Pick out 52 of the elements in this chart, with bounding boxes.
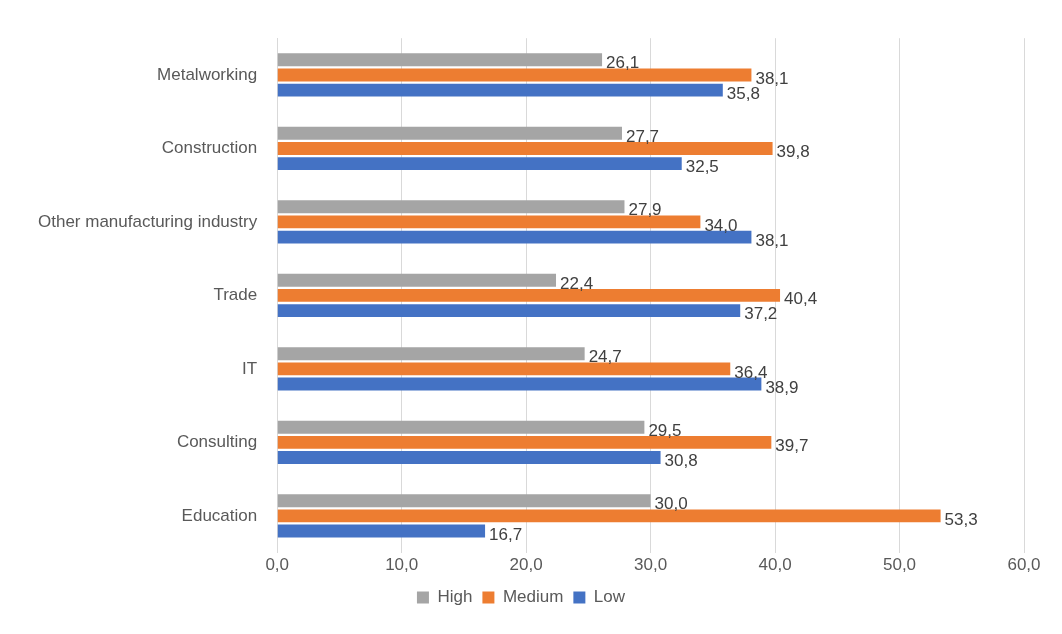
data-label: 27,9	[628, 200, 662, 220]
data-label: 36,4	[734, 362, 768, 382]
data-label: 22,4	[560, 273, 594, 293]
data-label: 30,8	[664, 451, 698, 471]
bar	[277, 420, 645, 434]
bar	[277, 347, 585, 361]
y-tick-label: Trade	[213, 285, 258, 305]
x-tick-label: 10,0	[385, 555, 419, 575]
y-tick-label: Consulting	[176, 432, 258, 452]
y-tick-label: Metalworking	[157, 64, 258, 84]
x-tick-label: 60,0	[1007, 555, 1041, 575]
bar	[277, 451, 661, 465]
x-tick-label: 50,0	[882, 555, 917, 575]
data-label: 37,2	[744, 304, 778, 324]
legend-label: Medium	[502, 587, 564, 607]
bar	[277, 68, 752, 82]
data-label: 40,4	[784, 289, 818, 309]
data-label: 29,5	[648, 420, 682, 440]
legend-label: Low	[593, 587, 626, 607]
bar	[277, 126, 622, 140]
x-tick-label: 30,0	[634, 555, 668, 575]
legend-label: High	[437, 587, 473, 607]
data-label: 30,0	[654, 494, 688, 514]
bar	[277, 83, 723, 97]
data-label: 26,1	[606, 53, 640, 73]
x-tick-label: 40,0	[758, 555, 792, 575]
data-label: 34,0	[704, 215, 738, 235]
bar	[277, 524, 486, 538]
bar	[277, 273, 557, 287]
data-label: 24,7	[588, 347, 622, 367]
y-tick-label: IT	[242, 358, 258, 378]
data-label: 27,7	[625, 126, 660, 146]
data-label: 38,1	[755, 230, 789, 250]
x-tick-label: 0,0	[265, 555, 290, 575]
data-label: 16,7	[489, 524, 523, 544]
bar	[277, 362, 731, 376]
bar	[277, 157, 682, 171]
data-label: 32,5	[685, 157, 719, 177]
y-tick-label: Other manufacturing industry	[38, 211, 258, 231]
y-tick-label: Construction	[161, 138, 258, 158]
bar	[277, 200, 625, 214]
bar	[277, 215, 701, 229]
data-label: 39,8	[776, 142, 810, 162]
bar	[277, 509, 941, 523]
bar	[277, 304, 741, 318]
data-label: 38,9	[765, 377, 799, 397]
bar	[277, 494, 651, 508]
x-tick-label: 20,0	[509, 555, 543, 575]
bar	[277, 53, 603, 67]
data-label: 39,7	[775, 436, 809, 456]
data-label: 53,3	[944, 509, 978, 529]
y-tick-label: Education	[181, 505, 258, 525]
